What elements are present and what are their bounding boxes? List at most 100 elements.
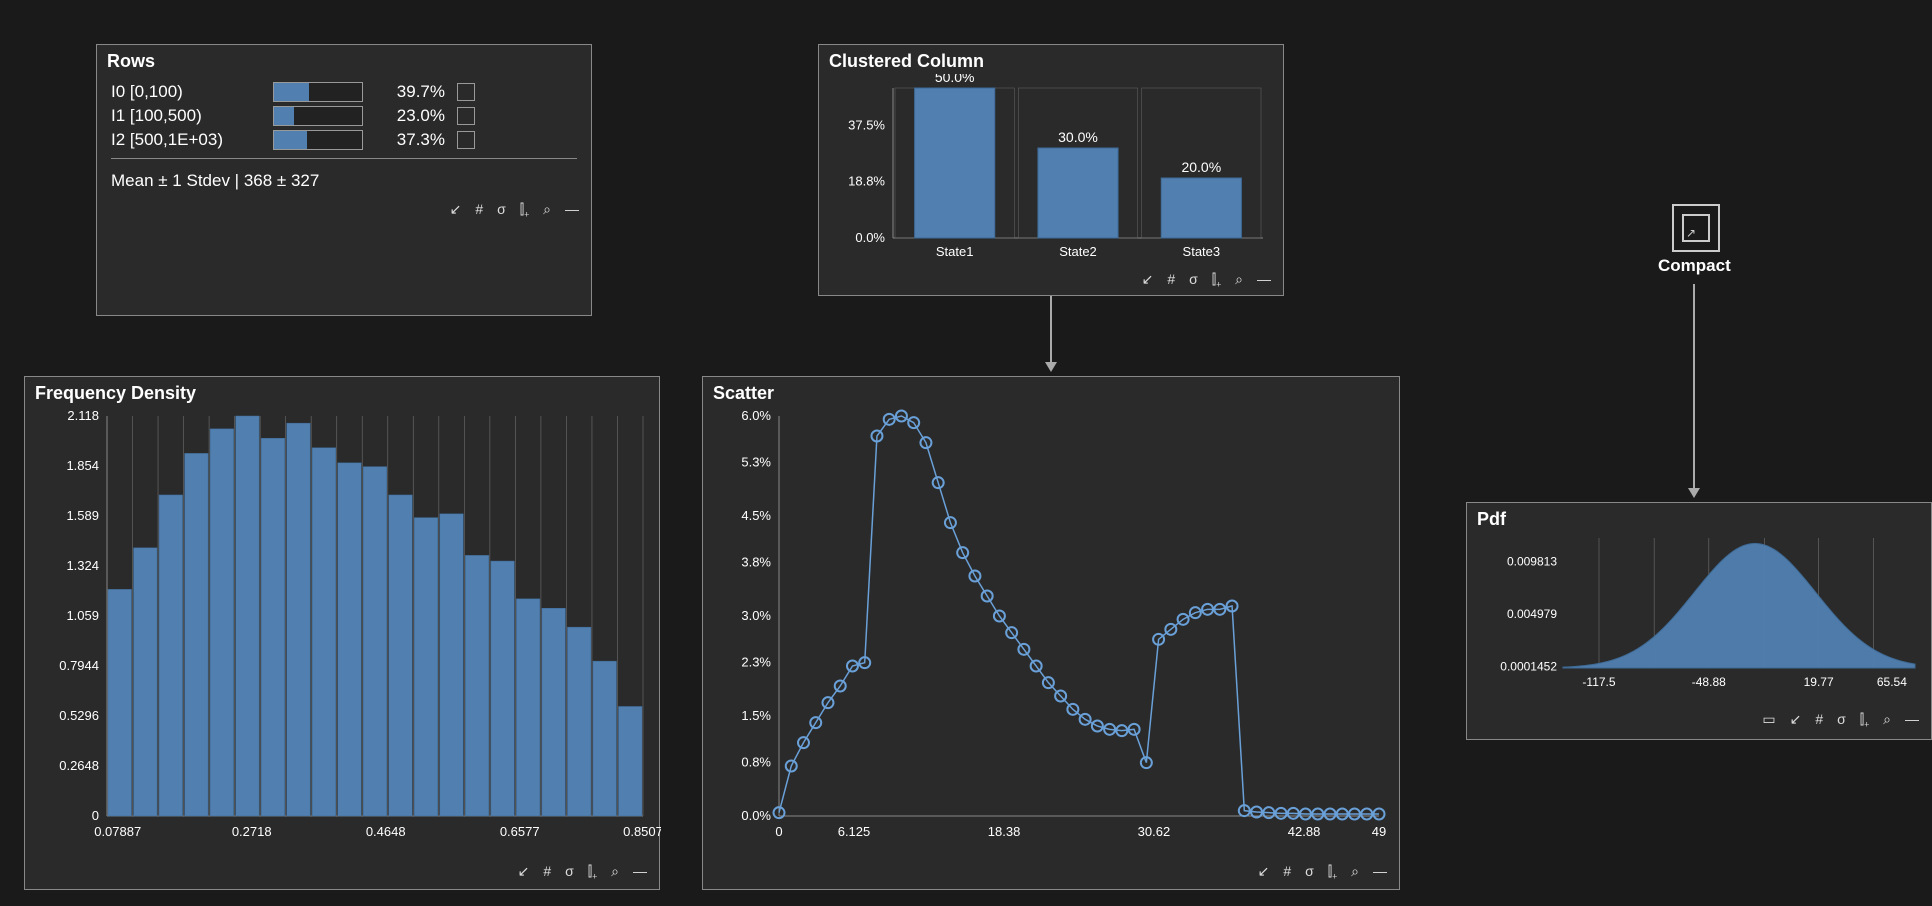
svg-text:0.004979: 0.004979	[1507, 607, 1557, 621]
rows-item-bar	[273, 82, 363, 102]
freq-tool-1[interactable]: #	[543, 863, 551, 880]
rows-tool-0[interactable]: ↙	[450, 201, 462, 218]
freq-title: Frequency Density	[25, 377, 659, 406]
scatter-tool-4[interactable]: ⌕	[1351, 863, 1359, 880]
svg-text:37.5%: 37.5%	[848, 118, 885, 133]
svg-text:State1: State1	[936, 244, 974, 259]
arrow-head-1	[1045, 362, 1057, 372]
svg-text:0.8%: 0.8%	[741, 755, 771, 770]
svg-text:2.3%: 2.3%	[741, 655, 771, 670]
svg-text:42.88: 42.88	[1288, 824, 1321, 839]
svg-text:6.0%: 6.0%	[741, 408, 771, 423]
compact-label: Compact	[1658, 256, 1731, 276]
svg-text:65.54: 65.54	[1877, 675, 1907, 689]
freq-tool-4[interactable]: ⌕	[611, 863, 619, 880]
rows-item-label: I1 [100,500)	[111, 106, 261, 126]
svg-text:4.5%: 4.5%	[741, 508, 771, 523]
svg-text:-117.5: -117.5	[1582, 675, 1615, 689]
expand-icon: ↗	[1686, 226, 1696, 240]
svg-text:0.07887: 0.07887	[94, 824, 141, 839]
svg-text:0.0001452: 0.0001452	[1500, 659, 1557, 673]
rows-item-1: I1 [100,500) 23.0%	[111, 106, 577, 126]
compact-inner-icon: ↗	[1682, 214, 1710, 242]
clustered-tool-4[interactable]: ⌕	[1235, 271, 1243, 288]
freq-toolbar: ↙ # σ ⫿₊ ⌕ —	[25, 859, 659, 886]
rows-stat: Mean ± 1 Stdev | 368 ± 327	[111, 167, 577, 195]
pdf-title: Pdf	[1467, 503, 1931, 532]
svg-text:0.2648: 0.2648	[59, 758, 99, 773]
rows-tool-5[interactable]: —	[565, 201, 579, 218]
freq-tool-3[interactable]: ⫿₊	[588, 863, 597, 880]
clustered-title: Clustered Column	[819, 45, 1283, 74]
scatter-toolbar: ↙ # σ ⫿₊ ⌕ —	[703, 859, 1399, 886]
clustered-tool-5[interactable]: —	[1257, 271, 1271, 288]
scatter-tool-3[interactable]: ⫿₊	[1328, 863, 1337, 880]
compact-node[interactable]: ↗	[1672, 204, 1720, 252]
svg-text:0.0%: 0.0%	[741, 808, 771, 823]
rows-tool-1[interactable]: #	[475, 201, 483, 218]
freq-tool-0[interactable]: ↙	[518, 863, 530, 880]
svg-text:3.8%: 3.8%	[741, 555, 771, 570]
pdf-panel: Pdf 0.00014520.0049790.009813-117.5-48.8…	[1466, 502, 1932, 740]
svg-text:6.125: 6.125	[838, 824, 871, 839]
clustered-panel: Clustered Column 0.0%18.8%37.5%50.0%Stat…	[818, 44, 1284, 296]
pdf-tool-2[interactable]: #	[1815, 711, 1823, 728]
pdf-tool-5[interactable]: ⌕	[1883, 711, 1891, 728]
svg-text:0.7944: 0.7944	[59, 658, 99, 673]
svg-text:0.0%: 0.0%	[855, 230, 885, 245]
rows-tool-3[interactable]: ⫿₊	[520, 201, 529, 218]
dashboard-stage: Rows I0 [0,100)39.7%I1 [100,500)23.0%I2 …	[0, 0, 1932, 906]
pdf-tool-6[interactable]: —	[1905, 711, 1919, 728]
rows-item-bar	[273, 130, 363, 150]
scatter-title: Scatter	[703, 377, 1399, 406]
rows-tool-2[interactable]: σ	[497, 201, 506, 218]
rows-item-label: I0 [0,100)	[111, 82, 261, 102]
svg-text:20.0%: 20.0%	[1181, 159, 1221, 175]
rows-tool-4[interactable]: ⌕	[543, 201, 551, 218]
scatter-tool-0[interactable]: ↙	[1258, 863, 1270, 880]
svg-text:State2: State2	[1059, 244, 1097, 259]
arrow-head-2	[1688, 488, 1700, 498]
freq-tool-5[interactable]: —	[633, 863, 647, 880]
rows-item-0: I0 [0,100) 39.7%	[111, 82, 577, 102]
freq-chart: 00.26480.52960.79441.0591.3241.5891.8542…	[25, 406, 661, 856]
clustered-tool-3[interactable]: ⫿₊	[1212, 271, 1221, 288]
rows-item-checkbox[interactable]	[457, 83, 475, 101]
scatter-tool-2[interactable]: σ	[1305, 863, 1314, 880]
svg-text:0: 0	[92, 808, 99, 823]
svg-text:-48.88: -48.88	[1692, 675, 1726, 689]
clustered-tool-0[interactable]: ↙	[1142, 271, 1154, 288]
rows-item-pct: 39.7%	[375, 82, 445, 102]
scatter-panel: Scatter 0.0% 0.8% 1.5% 2.3% 3.0% 3.8% 4.5% 5.3%…	[702, 376, 1400, 890]
svg-text:5.3%: 5.3%	[741, 455, 771, 470]
rows-item-pct: 37.3%	[375, 130, 445, 150]
svg-text:3.0%: 3.0%	[741, 608, 771, 623]
rows-item-checkbox[interactable]	[457, 107, 475, 125]
scatter-tool-5[interactable]: —	[1373, 863, 1387, 880]
pdf-tool-0[interactable]: ▭	[1762, 711, 1775, 728]
svg-text:1.059: 1.059	[66, 608, 99, 623]
pdf-tool-1[interactable]: ↙	[1790, 711, 1802, 728]
clustered-toolbar: ↙ # σ ⫿₊ ⌕ —	[819, 267, 1283, 294]
svg-text:0.4648: 0.4648	[366, 824, 406, 839]
clustered-tool-2[interactable]: σ	[1189, 271, 1198, 288]
svg-text:30.62: 30.62	[1138, 824, 1171, 839]
rows-item-checkbox[interactable]	[457, 131, 475, 149]
pdf-tool-3[interactable]: σ	[1837, 711, 1846, 728]
svg-text:2.118: 2.118	[67, 408, 99, 423]
svg-text:1.589: 1.589	[66, 508, 99, 523]
svg-text:1.5%: 1.5%	[741, 708, 771, 723]
rows-toolbar: ↙ # σ ⫿₊ ⌕ —	[97, 197, 591, 224]
rows-item-pct: 23.0%	[375, 106, 445, 126]
freq-panel: Frequency Density 00.26480.52960.79441.0…	[24, 376, 660, 890]
arrow-line-1	[1050, 296, 1052, 362]
rows-title: Rows	[97, 45, 591, 74]
arrow-line-2	[1693, 284, 1695, 488]
svg-text:0: 0	[775, 824, 782, 839]
scatter-tool-1[interactable]: #	[1283, 863, 1291, 880]
svg-text:1.324: 1.324	[66, 558, 99, 573]
pdf-tool-4[interactable]: ⫿₊	[1860, 711, 1869, 728]
svg-text:18.38: 18.38	[988, 824, 1021, 839]
freq-tool-2[interactable]: σ	[565, 863, 574, 880]
clustered-tool-1[interactable]: #	[1167, 271, 1175, 288]
